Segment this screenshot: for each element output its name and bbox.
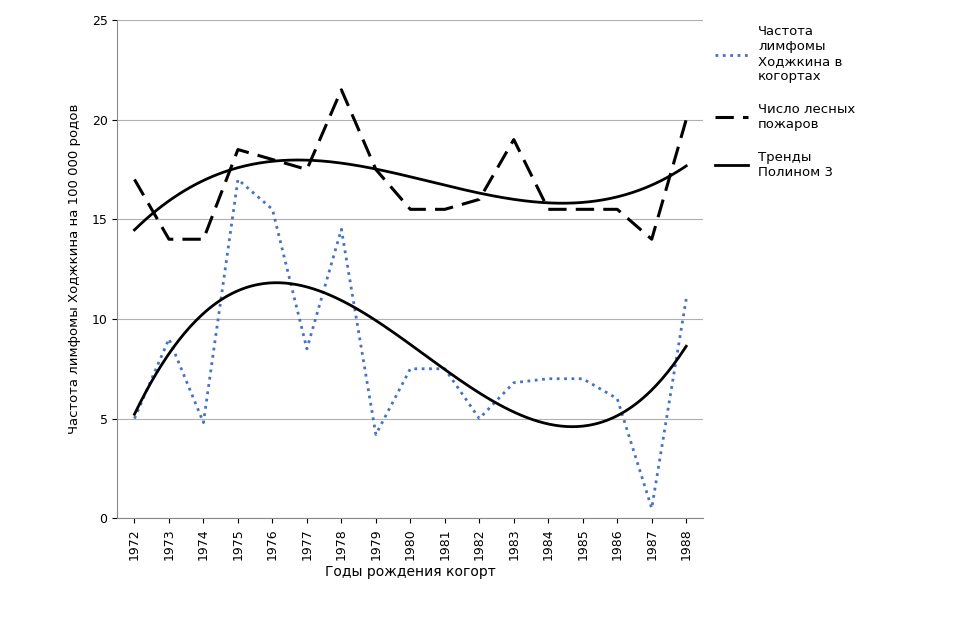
Legend: Частота
лимфомы
Ходжкина в
когортах, Число лесных
пожаров, Тренды
Полином 3: Частота лимфомы Ходжкина в когортах, Чис… <box>709 20 861 184</box>
Y-axis label: Частота лимфомы Ходжкина на 100 000 родов: Частота лимфомы Ходжкина на 100 000 родо… <box>67 104 80 434</box>
X-axis label: Годы рождения когорт: Годы рождения когорт <box>325 565 495 580</box>
